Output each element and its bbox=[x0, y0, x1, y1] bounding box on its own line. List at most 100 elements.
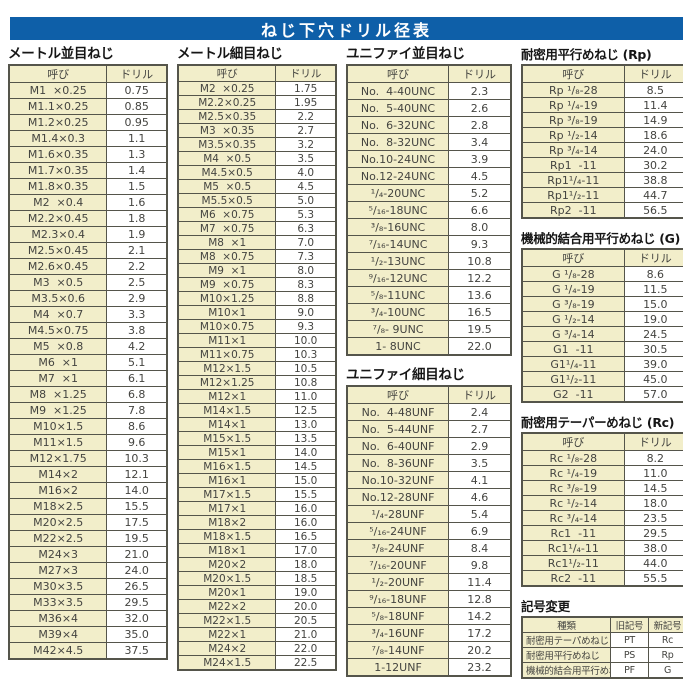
thread-name-cell: ⁷/₈- 9UNC bbox=[346, 320, 450, 338]
drill-value-cell: 8.0 bbox=[448, 218, 512, 236]
thread-name-cell: No.12-28UNF bbox=[346, 488, 450, 506]
thread-name-cell: M15×1 bbox=[177, 445, 277, 460]
thread-name-cell: G1¹/₂-11 bbox=[521, 371, 625, 387]
table-row: No.12-24UNC 4.5 bbox=[346, 167, 512, 185]
table-row: Rc ¹/₄-19 11.0 bbox=[521, 465, 683, 481]
thread-name-cell: M2.5×0.45 bbox=[8, 242, 108, 259]
table-row: 1-12UNF 23.2 bbox=[346, 658, 512, 677]
drill-value-cell: 35.0 bbox=[106, 626, 168, 643]
table-row: No. 5-44UNF 2.7 bbox=[346, 420, 512, 438]
column-header-0: 呼び bbox=[346, 64, 450, 83]
table-row: No. 5-40UNC 2.6 bbox=[346, 99, 512, 117]
drill-value-cell: 2.7 bbox=[448, 420, 512, 438]
thread-name-cell: Rc1¹/₂-11 bbox=[521, 555, 625, 571]
table-row: ³/₈-24UNF 8.4 bbox=[346, 539, 512, 557]
table-row: M4 ×0.7 3.3 bbox=[8, 306, 168, 323]
thread-name-cell: ⁹/₁₆-12UNC bbox=[346, 269, 450, 287]
table-row: Rc ³/₄-14 23.5 bbox=[521, 510, 683, 526]
table-row: M1.2×0.25 0.95 bbox=[8, 114, 168, 131]
thread-name-cell: M2.2×0.25 bbox=[177, 95, 277, 110]
unified-fine-table: 呼び ドリル No. 4-48UNF 2.4 No. 5-44UNF 2.7 No. 6-4… bbox=[346, 385, 512, 677]
table-row: 耐密用平行めねじ PS Rp bbox=[521, 647, 683, 663]
thread-name-cell: M6 ×1 bbox=[8, 354, 108, 371]
table-row: M5.5×0.5 5.0 bbox=[177, 193, 337, 208]
drill-value-cell: 2.5 bbox=[106, 274, 168, 291]
table-row: M9 ×1 8.0 bbox=[177, 263, 337, 278]
table-row: ⁹/₁₆-18UNF 12.8 bbox=[346, 590, 512, 608]
drill-value-cell: 9.6 bbox=[106, 434, 168, 451]
drill-value-cell: 2.9 bbox=[106, 290, 168, 307]
thread-name-cell: M22×1.5 bbox=[177, 613, 277, 628]
table-row: M14×1 13.0 bbox=[177, 417, 337, 432]
drill-value-cell: 32.0 bbox=[106, 610, 168, 627]
drill-value-cell: 8.6 bbox=[106, 418, 168, 435]
column-header-0: 呼び bbox=[346, 385, 450, 404]
table-row: M33×3.5 29.5 bbox=[8, 594, 168, 611]
thread-name-cell: M20×1.5 bbox=[177, 571, 277, 586]
section-pipe-threads: 耐密用平行めねじ (Rp) 呼び ドリル Rp ¹/₈-28 8.5 Rp ¹/₄-19… bbox=[521, 46, 683, 679]
thread-name-cell: M16×1.5 bbox=[177, 459, 277, 474]
drill-value-cell: 6.6 bbox=[448, 201, 512, 219]
drill-value-cell: 39.0 bbox=[623, 356, 683, 372]
drill-value-cell: 12.5 bbox=[275, 403, 337, 418]
drill-value-cell: 13.0 bbox=[275, 417, 337, 432]
drill-value-cell: 9.8 bbox=[448, 556, 512, 574]
drill-value-cell: 5.2 bbox=[448, 184, 512, 202]
table-row: M18×2 16.0 bbox=[177, 515, 337, 530]
table-row: M9 ×1.25 7.8 bbox=[8, 402, 168, 419]
drill-value-cell: 7.3 bbox=[275, 249, 337, 264]
metric-coarse: 呼び ドリル M1 ×0.25 0.75 M1.1×0.25 0.85 M1.2×0.25 0… bbox=[8, 64, 168, 660]
table-row: M2.3×0.4 1.9 bbox=[8, 226, 168, 243]
drill-value-cell: G bbox=[647, 662, 683, 679]
thread-name-cell: M27×3 bbox=[8, 562, 108, 579]
table-row: Rp2 -11 56.5 bbox=[521, 202, 683, 219]
thread-name-cell: M4.5×0.75 bbox=[8, 322, 108, 339]
thread-name-cell: Rc2 -11 bbox=[521, 570, 625, 587]
table-row: Rc1 -11 29.5 bbox=[521, 525, 683, 541]
table-row: M16×1.5 14.5 bbox=[177, 459, 337, 474]
drill-value-cell: 38.0 bbox=[623, 540, 683, 556]
table-row: M15×1 14.0 bbox=[177, 445, 337, 460]
drill-value-cell: 10.5 bbox=[275, 361, 337, 376]
drill-value-cell: 5.4 bbox=[448, 505, 512, 523]
thread-name-cell: Rp1 -11 bbox=[521, 157, 625, 173]
thread-name-cell: Rp ¹/₈-28 bbox=[521, 82, 625, 98]
drill-value-cell: 15.0 bbox=[623, 296, 683, 312]
table-row: G ¹/₈-28 8.6 bbox=[521, 266, 683, 282]
thread-name-cell: M24×3 bbox=[8, 546, 108, 563]
thread-name-cell: M5 ×0.8 bbox=[8, 338, 108, 355]
thread-name-cell: M14×1.5 bbox=[177, 403, 277, 418]
table-row: M27×3 24.0 bbox=[8, 562, 168, 579]
table-row: ¹/₄-28UNF 5.4 bbox=[346, 505, 512, 523]
thread-name-cell: M30×3.5 bbox=[8, 578, 108, 595]
drill-value-cell: 1.9 bbox=[106, 226, 168, 243]
table-row: ³/₄-10UNC 16.5 bbox=[346, 303, 512, 321]
drill-value-cell: 19.0 bbox=[275, 585, 337, 600]
table-row: M42×4.5 37.5 bbox=[8, 642, 168, 660]
thread-name-cell: M18×1.5 bbox=[177, 529, 277, 544]
drill-value-cell: 4.5 bbox=[275, 179, 337, 194]
drill-value-cell: 9.3 bbox=[275, 319, 337, 334]
drill-value-cell: 18.5 bbox=[275, 571, 337, 586]
drill-value-cell: 15.0 bbox=[275, 473, 337, 488]
thread-name-cell: M2.6×0.45 bbox=[8, 258, 108, 275]
drill-value-cell: 23.5 bbox=[623, 510, 683, 526]
drill-value-cell: 2.7 bbox=[275, 123, 337, 138]
thread-name-cell: Rp2 -11 bbox=[521, 202, 625, 219]
table-row: No. 6-32UNC 2.8 bbox=[346, 116, 512, 134]
thread-name-cell: 機械的結合用平行めねじ bbox=[521, 662, 611, 679]
table-row: M1.8×0.35 1.5 bbox=[8, 178, 168, 195]
drill-value-cell: 19.5 bbox=[106, 530, 168, 547]
drill-value-cell: 8.0 bbox=[275, 263, 337, 278]
thread-name-cell: M9 ×1 bbox=[177, 263, 277, 278]
thread-name-cell: M10×1 bbox=[177, 305, 277, 320]
drill-value-cell: 29.5 bbox=[106, 594, 168, 611]
table-row: M18×1.5 16.5 bbox=[177, 529, 337, 544]
thread-name-cell: G1¹/₄-11 bbox=[521, 356, 625, 372]
section-unified: ユニファイ並目ねじ 呼び ドリル No. 4-40UNC 2.3 No. 5-40UNC… bbox=[346, 46, 512, 677]
table-row: G1¹/₄-11 39.0 bbox=[521, 356, 683, 372]
thread-name-cell: M10×0.75 bbox=[177, 319, 277, 334]
thread-name-cell: M3 ×0.5 bbox=[8, 274, 108, 291]
table-row: M2.2×0.45 1.8 bbox=[8, 210, 168, 227]
thread-name-cell: No.10-24UNC bbox=[346, 150, 450, 168]
